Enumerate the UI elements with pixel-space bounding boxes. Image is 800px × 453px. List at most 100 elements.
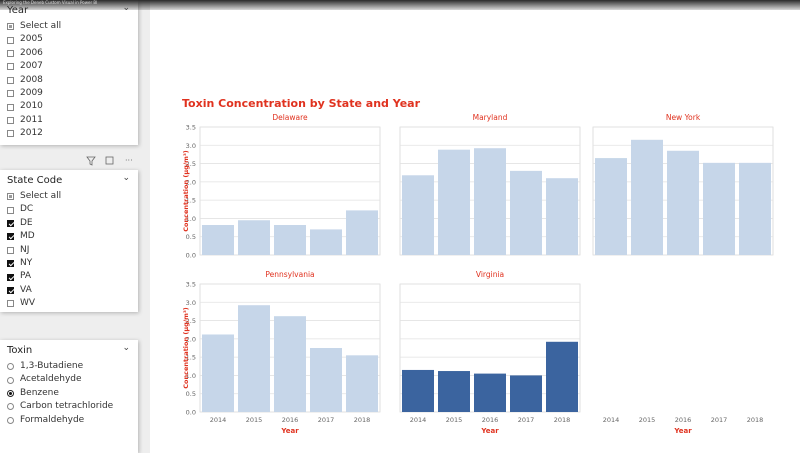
item-label: 2009 <box>20 87 43 98</box>
bar <box>510 375 542 412</box>
slicer-item[interactable]: PA <box>0 270 138 283</box>
radio-button[interactable] <box>7 376 14 384</box>
checkbox[interactable] <box>7 246 14 254</box>
bar <box>474 148 506 255</box>
panel-title: Virginia <box>476 270 504 279</box>
item-label: WV <box>20 298 36 309</box>
checkbox[interactable] <box>7 63 14 71</box>
item-label: 1,3-Butadiene <box>20 361 84 371</box>
y-tick-label: 0.0 <box>186 409 196 417</box>
y-tick-label: 0.0 <box>186 252 196 260</box>
checkbox[interactable] <box>7 36 14 44</box>
slicer-item[interactable]: 2011 <box>0 114 138 127</box>
item-label: VA <box>20 284 32 295</box>
slicer: Year⌄Select all2005200620072008200920102… <box>0 0 138 145</box>
more-icon[interactable]: ··· <box>125 156 133 165</box>
item-label: Select all <box>20 21 62 31</box>
y-tick-label: 1.5 <box>186 354 196 362</box>
checkbox[interactable] <box>7 260 14 268</box>
x-tick-label: 2015 <box>446 416 463 424</box>
slicer-item[interactable]: DE <box>0 217 138 230</box>
bar <box>474 373 506 412</box>
x-tick-label: 2014 <box>410 416 427 424</box>
y-tick-label: 3.5 <box>186 281 196 289</box>
radio-button[interactable] <box>7 363 14 371</box>
checkbox[interactable] <box>7 233 14 241</box>
item-label: DC <box>20 204 34 215</box>
x-tick-label: 2016 <box>282 416 299 424</box>
checkbox[interactable] <box>7 286 14 294</box>
bar <box>310 229 342 255</box>
item-label: 2005 <box>20 34 43 45</box>
y-axis-label: Concentration (µg/m³) <box>182 307 190 389</box>
y-tick-label: 1.0 <box>186 372 196 380</box>
y-tick-label: 2.5 <box>186 317 196 325</box>
x-tick-label: 2017 <box>318 416 335 424</box>
bar <box>631 139 663 255</box>
x-tick-label: 2016 <box>675 416 692 424</box>
checkbox[interactable] <box>7 300 14 308</box>
radio-button[interactable] <box>7 403 14 411</box>
slicer: State Code ⌄ Select all DC DE MD NJ NY PA VA WV <box>0 170 138 312</box>
item-label: Acetaldehyde <box>20 374 82 385</box>
slicer-title: Toxin <box>7 345 33 356</box>
radio-button[interactable] <box>7 416 14 424</box>
checkbox[interactable] <box>7 273 14 281</box>
bar <box>438 371 470 412</box>
radio-button[interactable] <box>7 389 14 397</box>
slicer-item[interactable]: 2008 <box>0 74 138 87</box>
bar <box>739 162 771 255</box>
item-label: Formaldehyde <box>20 414 85 425</box>
slicer-item[interactable]: 2010 <box>0 100 138 113</box>
slicer-item[interactable]: 2012 <box>0 127 138 140</box>
slicer-title: State Code <box>7 175 63 186</box>
slicer-item[interactable]: Select all <box>0 190 138 203</box>
bar <box>202 225 234 255</box>
slicer-item[interactable]: Select all <box>0 20 138 33</box>
checkbox[interactable] <box>7 103 14 111</box>
item-label: 2010 <box>20 101 43 112</box>
slicer-item[interactable]: WV <box>0 297 138 310</box>
checkbox[interactable] <box>7 116 14 124</box>
checkbox[interactable] <box>7 219 14 227</box>
slicer-item[interactable]: Formaldehyde <box>0 414 138 427</box>
item-label: Select all <box>20 191 62 201</box>
slicer-item[interactable]: 1,3-Butadiene <box>0 360 138 373</box>
item-label: MD <box>20 231 35 242</box>
checkbox[interactable] <box>7 206 14 214</box>
x-tick-label: 2014 <box>210 416 227 424</box>
slicer-item[interactable]: 2007 <box>0 60 138 73</box>
checkbox[interactable] <box>7 90 14 98</box>
checkbox[interactable] <box>7 23 14 31</box>
slicer-item[interactable]: 2005 <box>0 33 138 46</box>
slicer-item[interactable]: 2009 <box>0 87 138 100</box>
slicer-pane: Year ⌄ Select all 2005 2006 2007 2008 2009 2010 2… <box>0 0 150 453</box>
chevron[interactable]: ⌄ <box>122 173 130 183</box>
checkbox[interactable] <box>7 193 14 201</box>
slicer-item[interactable]: Carbon tetrachloride <box>0 400 138 413</box>
checkbox[interactable] <box>7 76 14 84</box>
slicer-item[interactable]: Benzene <box>0 387 138 400</box>
slicer-item[interactable]: NY <box>0 257 138 270</box>
slicer-item[interactable]: Acetaldehyde <box>0 373 138 386</box>
y-axis-label: Concentration (µg/m³) <box>182 150 190 232</box>
x-tick-label: 2018 <box>747 416 764 424</box>
focus-icon[interactable] <box>105 156 114 165</box>
slicer-item[interactable]: VA <box>0 284 138 297</box>
window-title: Exploring the Deneb Custom Visual in Pow… <box>0 0 800 10</box>
slicer-item[interactable]: NJ <box>0 244 138 257</box>
item-label: 2011 <box>20 114 43 125</box>
chevron[interactable]: ⌄ <box>122 343 130 353</box>
slicer-item[interactable]: MD <box>0 230 138 243</box>
checkbox[interactable] <box>7 49 14 57</box>
slicer-item[interactable]: DC <box>0 203 138 216</box>
x-tick-label: 2016 <box>482 416 499 424</box>
checkbox[interactable] <box>7 130 14 138</box>
filter-icon[interactable] <box>86 156 96 166</box>
item-label: 2008 <box>20 74 43 85</box>
slicer-item[interactable]: 2006 <box>0 47 138 60</box>
y-tick-label: 2.0 <box>186 178 196 186</box>
y-tick-label: 2.5 <box>186 160 196 168</box>
